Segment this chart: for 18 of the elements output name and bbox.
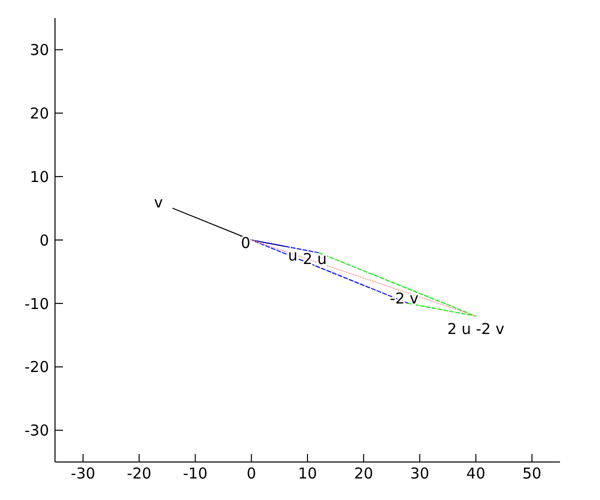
x-tick-label: 40 [466,464,486,483]
x-tick-label: 20 [354,464,374,483]
x-tick-label: -10 [183,464,208,483]
x-tick-label: 0 [246,464,256,483]
y-tick-label: -10 [24,294,49,313]
x-tick-label: 10 [298,464,318,483]
x-tick-label: -20 [126,464,152,483]
x-tick-label: 30 [410,464,430,483]
y-tick-label: 30 [30,41,49,60]
y-tick-label: 10 [30,168,49,186]
y-tick-label: 20 [30,104,49,122]
y-tick-label: 0 [39,231,49,250]
x-tick-label: -30 [70,464,96,483]
annotation: 2 u -2 v [447,320,505,338]
annotation: v [154,193,163,212]
y-tick-label: -30 [24,422,49,440]
x-tick-label: 50 [522,464,542,483]
y-tick-label: -20 [24,358,49,376]
